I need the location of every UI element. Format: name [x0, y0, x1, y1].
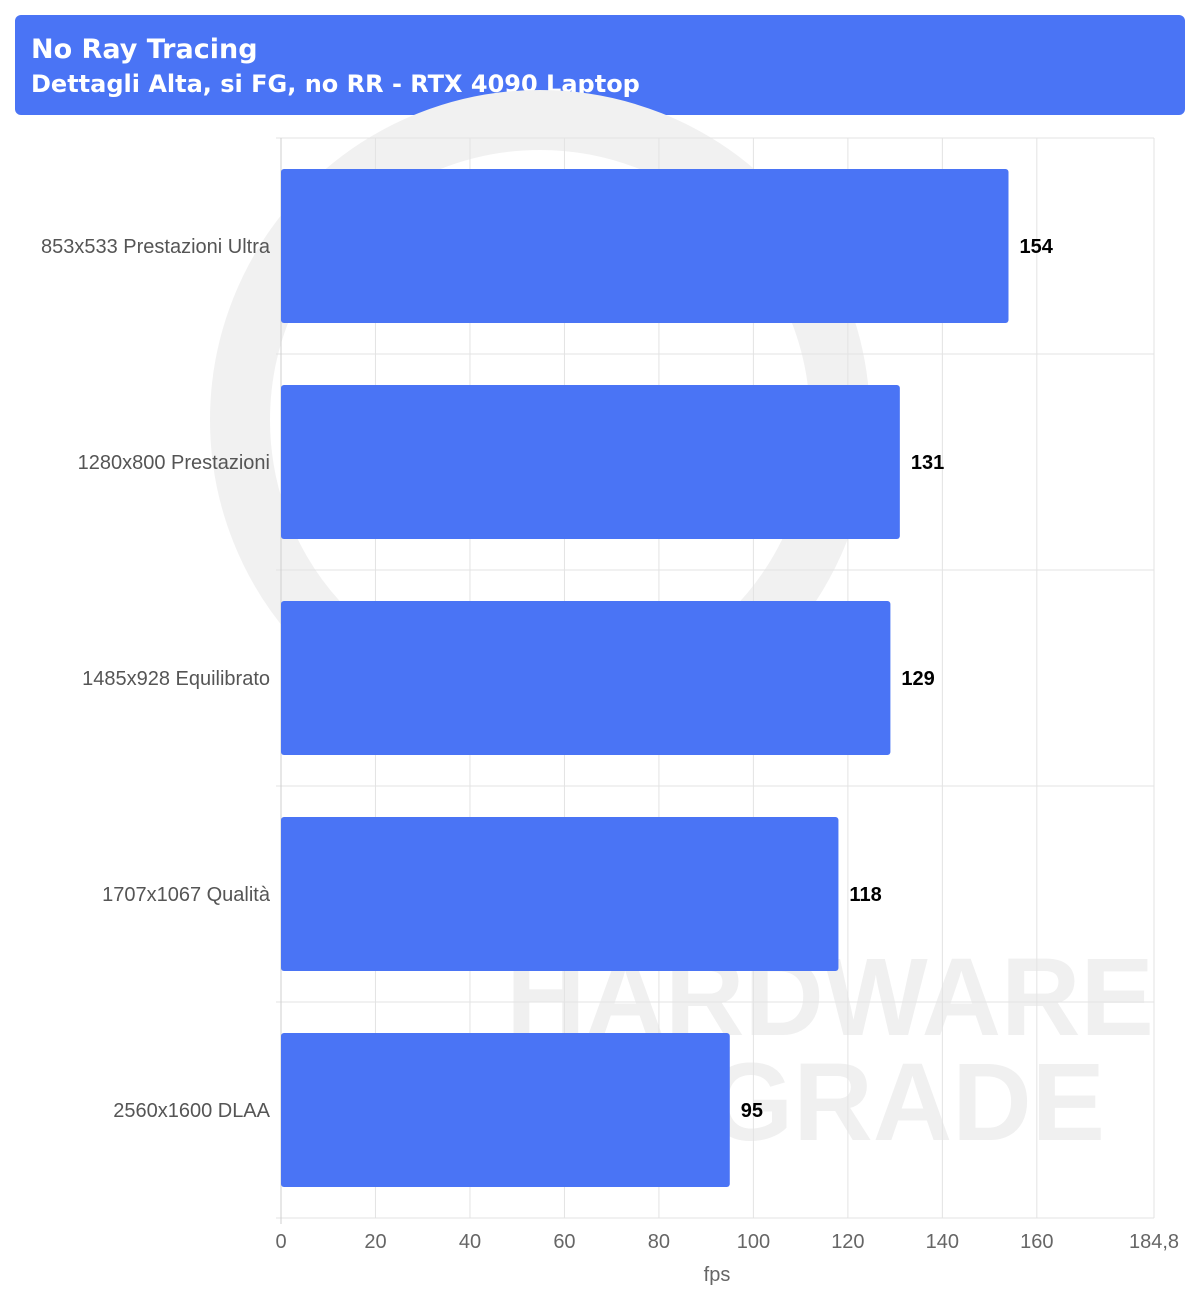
bar: [281, 601, 891, 755]
x-tick-label: 140: [926, 1231, 959, 1253]
x-tick-labels: 0 20 40 60 80 100 120 140 160 184,8: [275, 1231, 1179, 1253]
x-tick-label: 20: [364, 1231, 386, 1253]
value-labels: 154 131 129 118 95: [741, 236, 1054, 1122]
x-tick-label: 80: [648, 1231, 670, 1253]
x-tick-label: 100: [737, 1231, 770, 1253]
category-label: 1707x1067 Qualità: [102, 884, 271, 906]
chart-title: No Ray Tracing: [31, 34, 258, 65]
value-label: 131: [911, 452, 944, 474]
bars: [281, 169, 1009, 1187]
x-tick-label: 184,8: [1129, 1231, 1179, 1253]
category-labels: 853x533 Prestazioni Ultra 1280x800 Presta…: [41, 236, 271, 1122]
x-axis-title: fps: [704, 1264, 731, 1286]
value-label: 154: [1020, 236, 1054, 258]
value-label: 129: [901, 668, 934, 690]
bar: [281, 385, 900, 539]
x-tick-label: 60: [553, 1231, 575, 1253]
x-tick-label: 0: [275, 1231, 286, 1253]
category-label: 2560x1600 DLAA: [113, 1100, 270, 1122]
bar: [281, 817, 839, 971]
value-label: 118: [849, 884, 881, 906]
category-label: 1485x928 Equilibrato: [82, 668, 270, 690]
x-tick-label: 40: [459, 1231, 481, 1253]
x-tick-label: 160: [1020, 1231, 1053, 1253]
x-tick-label: 120: [831, 1231, 864, 1253]
bar: [281, 1033, 730, 1187]
category-label: 853x533 Prestazioni Ultra: [41, 236, 271, 258]
value-label: 95: [741, 1100, 763, 1122]
category-label: 1280x800 Prestazioni: [78, 452, 270, 474]
bar: [281, 169, 1009, 323]
